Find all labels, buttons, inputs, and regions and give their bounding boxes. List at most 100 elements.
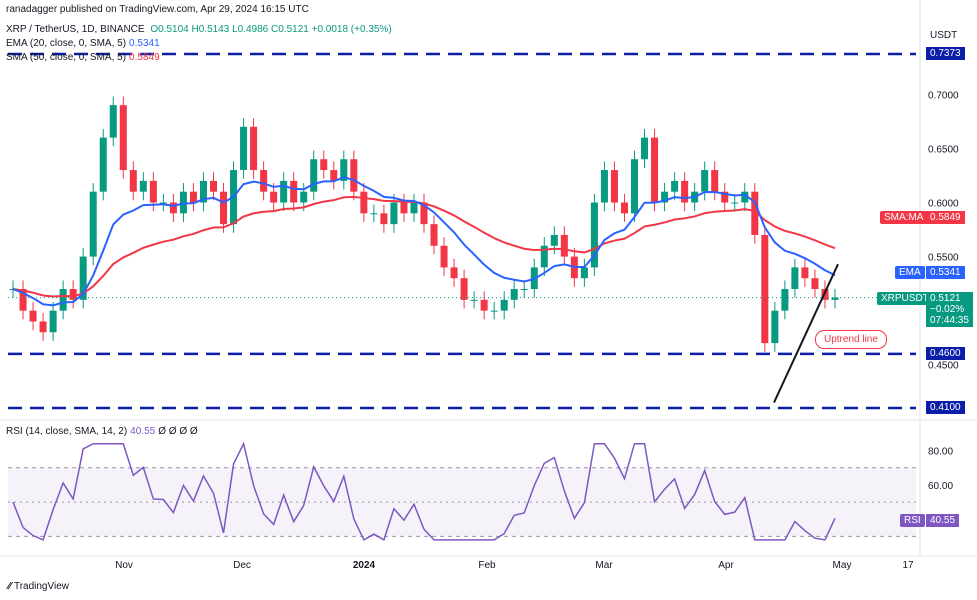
price-tick-1: 0.6500 bbox=[928, 144, 959, 155]
candle-body-2 bbox=[29, 310, 37, 322]
candle-body-25 bbox=[260, 170, 268, 192]
candle-body-30 bbox=[310, 159, 318, 192]
time-tick-1: Dec bbox=[233, 560, 251, 571]
candle-body-73 bbox=[741, 191, 749, 203]
currency-label[interactable]: USDT bbox=[930, 30, 958, 41]
tradingview-logo-icon: ⁄⁄ bbox=[8, 581, 12, 592]
candle-body-50 bbox=[510, 289, 518, 300]
candle-body-59 bbox=[600, 170, 608, 203]
candle-body-24 bbox=[250, 126, 258, 171]
candle-body-10 bbox=[109, 105, 117, 138]
candle-body-8 bbox=[89, 191, 97, 257]
candle-body-19 bbox=[199, 180, 207, 203]
sma-line bbox=[12, 195, 836, 298]
tradingview-logo[interactable]: ⁄⁄ TradingView bbox=[8, 581, 69, 592]
candle-body-40 bbox=[410, 202, 418, 214]
candle-body-11 bbox=[119, 105, 127, 171]
ema-value-tag: 0.5341 bbox=[926, 266, 965, 279]
candle-body-36 bbox=[370, 213, 378, 215]
candle-body-45 bbox=[460, 278, 468, 300]
candle-body-38 bbox=[390, 202, 398, 225]
candle-body-47 bbox=[480, 299, 488, 311]
candle-body-5 bbox=[59, 289, 67, 311]
rsi-line bbox=[12, 441, 836, 541]
time-tick-7: 17 bbox=[902, 560, 914, 571]
candle-body-51 bbox=[520, 289, 528, 291]
candle-body-48 bbox=[490, 310, 498, 312]
candle-body-13 bbox=[139, 180, 147, 192]
candle-body-58 bbox=[590, 202, 598, 268]
candle-body-44 bbox=[450, 267, 458, 279]
candle-body-31 bbox=[320, 159, 328, 171]
level-0460-tag: 0.4600 bbox=[926, 347, 965, 360]
candle-body-7 bbox=[79, 256, 87, 300]
symbol-name: XRP / TetherUS, 1D, BINANCE bbox=[6, 24, 145, 35]
candle-body-57 bbox=[580, 267, 588, 279]
candle-body-54 bbox=[550, 234, 558, 246]
price-tick-3: 0.5500 bbox=[928, 253, 959, 264]
rsi-name-tag: RSI bbox=[900, 514, 925, 527]
candle-body-61 bbox=[620, 202, 628, 214]
candle-body-32 bbox=[330, 170, 338, 181]
candle-body-82 bbox=[831, 297, 839, 300]
ema-line bbox=[12, 176, 836, 307]
candle-body-75 bbox=[761, 234, 769, 344]
xrp-name-tag: XRPUSDT bbox=[877, 292, 933, 305]
time-tick-0: Nov bbox=[115, 560, 133, 571]
sma-value-tag: 0.5849 bbox=[926, 211, 965, 224]
rsi-tick-0: 80.00 bbox=[928, 447, 953, 458]
candle-body-29 bbox=[300, 191, 308, 203]
candle-body-66 bbox=[671, 180, 679, 192]
candle-body-42 bbox=[430, 224, 438, 246]
candle-body-35 bbox=[360, 191, 368, 214]
level-0737-tag: 0.7373 bbox=[926, 47, 965, 60]
rsi-tick-1: 60.00 bbox=[928, 481, 953, 492]
candle-body-63 bbox=[641, 137, 649, 160]
candle-body-33 bbox=[340, 159, 348, 181]
candle-body-27 bbox=[280, 180, 288, 203]
candle-body-62 bbox=[630, 159, 639, 214]
ema-legend[interactable]: EMA (20, close, 0, SMA, 5) 0.5341 bbox=[6, 38, 160, 49]
candle-body-78 bbox=[791, 267, 799, 290]
candle-body-79 bbox=[801, 267, 809, 279]
candle-body-28 bbox=[290, 180, 298, 203]
candle-body-26 bbox=[270, 191, 278, 203]
candle-body-14 bbox=[149, 180, 157, 203]
candle-body-46 bbox=[470, 299, 478, 301]
candle-body-12 bbox=[129, 170, 137, 192]
candle-body-77 bbox=[781, 289, 789, 311]
candle-body-21 bbox=[220, 191, 228, 225]
candle-body-3 bbox=[39, 321, 47, 333]
candle-body-16 bbox=[169, 202, 177, 214]
candle-body-69 bbox=[701, 170, 709, 192]
symbol-line: XRP / TetherUS, 1D, BINANCE O0.5104 H0.5… bbox=[6, 24, 392, 35]
uptrend-line bbox=[773, 263, 839, 404]
candle-body-39 bbox=[400, 202, 408, 214]
rsi-value-tag: 40.55 bbox=[926, 514, 960, 527]
level-0410-tag: 0.4100 bbox=[926, 401, 965, 414]
candle-body-70 bbox=[711, 170, 719, 192]
ema-name-tag: EMA bbox=[895, 266, 925, 279]
rsi-legend[interactable]: RSI (14, close, SMA, 14, 2) 40.55 Ø Ø Ø Ø bbox=[6, 426, 198, 437]
time-tick-4: Mar bbox=[595, 560, 613, 571]
candle-body-80 bbox=[811, 278, 819, 290]
price-tick-0: 0.7000 bbox=[928, 90, 959, 101]
sma-legend[interactable]: SMA (50, close, 0, SMA, 5) 0.5849 bbox=[6, 52, 160, 63]
candle-body-41 bbox=[420, 202, 428, 225]
time-tick-3: Feb bbox=[478, 560, 496, 571]
candle-body-18 bbox=[189, 191, 197, 203]
candle-body-65 bbox=[661, 191, 669, 203]
candle-body-20 bbox=[209, 180, 218, 192]
candle-body-1 bbox=[19, 289, 27, 311]
published-line: ranadagger published on TradingView.com,… bbox=[6, 4, 309, 15]
candle-body-34 bbox=[350, 159, 358, 192]
candle-body-43 bbox=[440, 245, 448, 268]
candle-body-76 bbox=[771, 310, 779, 344]
candle-body-74 bbox=[751, 191, 759, 235]
rsi-band bbox=[8, 467, 916, 537]
candle-body-37 bbox=[380, 213, 388, 225]
candle-body-4 bbox=[49, 310, 57, 333]
candle-body-9 bbox=[99, 137, 107, 192]
uptrend-line-callout[interactable]: Uptrend line bbox=[815, 330, 887, 349]
